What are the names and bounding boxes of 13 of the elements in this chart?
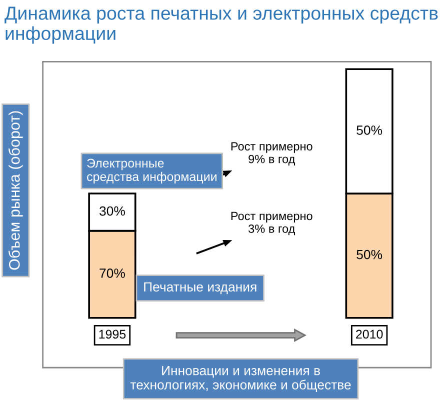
- annotation: Рост примерно 9% в год: [231, 142, 312, 166]
- y-axis-title: Объем рынка (оборот): [8, 111, 23, 270]
- x-tick-label: 1995: [99, 330, 126, 339]
- series-label: Электронные средства информации: [87, 158, 216, 184]
- series-label: Печатные издания: [144, 282, 256, 294]
- annotation: 70%: [100, 268, 125, 278]
- x-tick-label: 2010: [356, 330, 383, 339]
- annotation: Рост примерно 3% в год: [231, 212, 312, 236]
- annotation: 50%: [356, 250, 382, 260]
- chart-title: Динамика роста печатных и электронных средств информации: [4, 6, 438, 44]
- annotation: 50%: [356, 126, 382, 135]
- text: Инновации и изменения в технологиях, экономике и обществе: [130, 366, 351, 392]
- annotation: 30%: [100, 206, 125, 216]
